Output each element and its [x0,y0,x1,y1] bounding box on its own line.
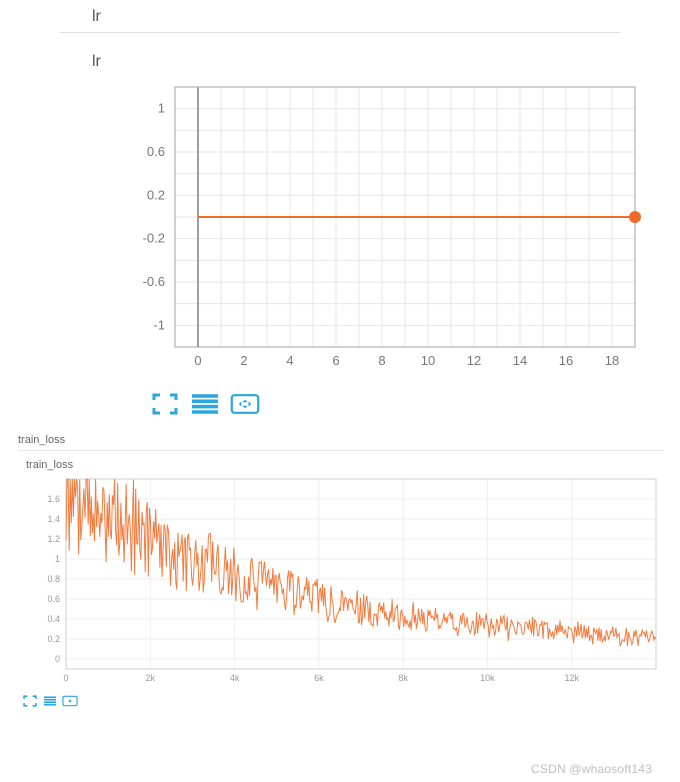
trainloss-panel: train_loss train_loss 0 0.2 0.4 0.6 0.8 1 1.2 1… [0,434,680,708]
svg-text:8: 8 [378,353,385,368]
chart-toolbar [18,690,664,708]
svg-text:4k: 4k [230,673,240,683]
svg-text:14: 14 [513,353,527,368]
chart-toolbar [0,382,680,416]
svg-text:1: 1 [55,554,60,564]
fit-icon[interactable] [62,694,78,708]
svg-text:12: 12 [467,353,481,368]
svg-text:2: 2 [240,353,247,368]
svg-text:6: 6 [332,353,339,368]
svg-text:0.2: 0.2 [147,187,165,202]
trainloss-chart: 0 0.2 0.4 0.6 0.8 1 1.2 1.4 1.6 0 2k 4k 6k 8k 10k 12k [26,473,664,690]
svg-text:12k: 12k [564,673,579,683]
svg-text:-0.6: -0.6 [143,274,165,289]
svg-text:0: 0 [194,353,201,368]
list-icon[interactable] [42,694,58,708]
svg-text:16: 16 [559,353,573,368]
svg-text:0.2: 0.2 [47,634,60,644]
trainloss-chart-svg: 0 0.2 0.4 0.6 0.8 1 1.2 1.4 1.6 0 2k 4k 6k 8k 10k 12k [26,473,666,685]
svg-text:0: 0 [63,673,68,683]
fullscreen-icon[interactable] [150,392,180,416]
svg-text:-0.2: -0.2 [143,231,165,246]
svg-text:1: 1 [158,101,165,116]
svg-text:0.6: 0.6 [147,144,165,159]
chart-title: lr [0,33,680,77]
lr-panel: lr lr 1 0.6 0.2 -0.2 -0.6 -1 0 2 4 6 8 10 12 14 16 18 [0,0,680,416]
svg-text:18: 18 [605,353,619,368]
svg-text:1.2: 1.2 [47,534,60,544]
svg-text:0.6: 0.6 [47,594,60,604]
svg-text:10: 10 [421,353,435,368]
svg-text:0.8: 0.8 [47,574,60,584]
lr-chart: 1 0.6 0.2 -0.2 -0.6 -1 0 2 4 6 8 10 12 14 16 18 [90,77,680,382]
svg-text:4: 4 [286,353,293,368]
svg-text:10k: 10k [480,673,495,683]
svg-text:0.4: 0.4 [47,614,60,624]
panel-title: train_loss [18,434,664,448]
svg-text:1.4: 1.4 [47,514,60,524]
panel-title: lr [0,0,680,32]
list-icon[interactable] [190,392,220,416]
svg-text:-1: -1 [153,317,165,332]
svg-text:1.6: 1.6 [47,494,60,504]
fullscreen-icon[interactable] [22,694,38,708]
lr-chart-svg: 1 0.6 0.2 -0.2 -0.6 -1 0 2 4 6 8 10 12 14 16 18 [90,77,650,377]
svg-text:2k: 2k [146,673,156,683]
svg-text:8k: 8k [398,673,408,683]
chart-title: train_loss [18,457,664,471]
divider [18,450,664,451]
svg-text:0: 0 [55,654,60,664]
fit-icon[interactable] [230,392,260,416]
watermark: CSDN @whaosoft143 [531,762,652,776]
svg-text:6k: 6k [314,673,324,683]
